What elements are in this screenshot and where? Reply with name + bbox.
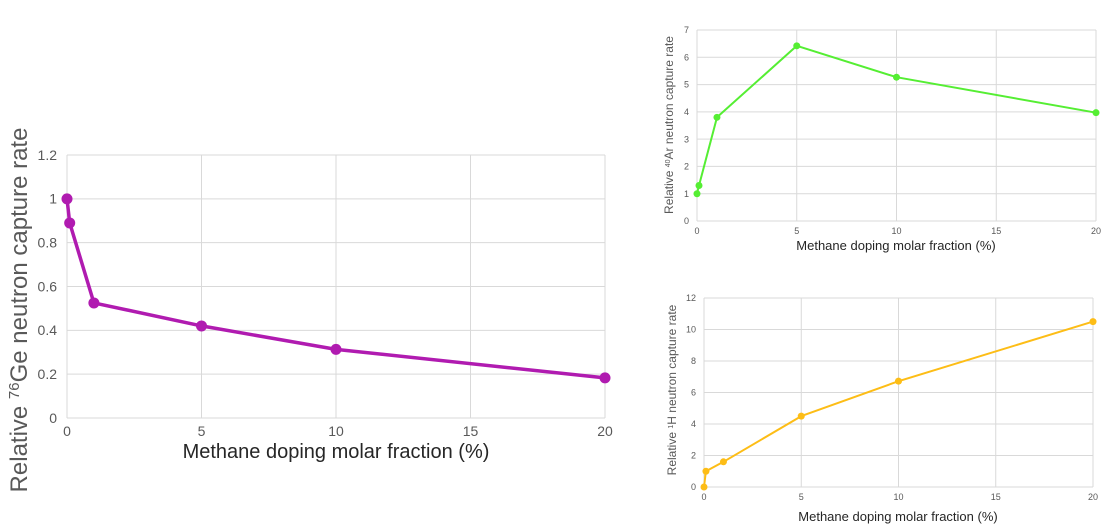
- y-tick-label: 0: [684, 216, 689, 226]
- x-tick-label: 20: [597, 423, 613, 439]
- data-point: [330, 343, 342, 355]
- data-point: [719, 458, 727, 466]
- data-point: [695, 182, 703, 190]
- y-tick-label: 2: [684, 162, 689, 172]
- y-axis-label-superscript: 1: [668, 425, 675, 429]
- x-tick-label: 20: [1091, 226, 1101, 236]
- data-point: [196, 320, 207, 332]
- x-axis-label: Methane doping molar fraction (%): [796, 238, 995, 253]
- x-axis-label: Methane doping molar fraction (%): [183, 441, 490, 463]
- x-axis-label: Methane doping molar fraction (%): [798, 509, 997, 524]
- x-tick-label: 5: [794, 226, 799, 236]
- data-point: [713, 113, 721, 121]
- x-tick-label: 0: [701, 492, 706, 502]
- data-point: [64, 217, 76, 229]
- data-point: [693, 190, 701, 198]
- x-tick-label: 10: [328, 423, 344, 439]
- chart-ar: 0 1 2 3 4 5 6 7 0 5 10 15 20 Methane doping molar fra…: [662, 25, 1101, 253]
- data-point: [895, 377, 902, 385]
- y-axis-label-superscript: 40: [665, 159, 672, 167]
- y-axis-label-suffix: Ar neutron capture rate: [662, 36, 676, 160]
- x-tick-label: 10: [891, 226, 901, 236]
- y-tick-label: 0.4: [38, 322, 58, 338]
- data-point: [793, 42, 801, 50]
- y-axis-label: Relative 76Ge neutron capture rate: [6, 128, 34, 493]
- data-point: [599, 372, 611, 384]
- y-axis-label-suffix: Ge neutron capture rate: [6, 128, 33, 383]
- x-tick-label: 15: [463, 423, 479, 439]
- chart-h: 0 2 4 6 8 10 12 0 5 10 15 20 Methane doping molar fr…: [665, 293, 1098, 524]
- x-tick-label: 5: [198, 423, 206, 439]
- y-tick-label: 2: [691, 451, 696, 461]
- y-tick-label: 10: [686, 325, 696, 335]
- x-tick-label: 5: [799, 492, 804, 502]
- y-tick-label: 0: [691, 482, 696, 492]
- data-point: [797, 412, 805, 420]
- x-tick-label: 15: [991, 226, 1001, 236]
- y-tick-label: 1: [684, 189, 689, 199]
- y-tick-label: 12: [686, 293, 696, 303]
- y-axis-label-suffix: H neutron capture rate: [665, 304, 679, 424]
- data-point: [61, 193, 73, 205]
- data-point: [893, 73, 900, 81]
- y-tick-label: 0.8: [38, 235, 58, 251]
- y-tick-label: 4: [691, 419, 696, 429]
- y-tick-label: 7: [684, 25, 689, 35]
- y-tick-label: 0.6: [38, 278, 58, 294]
- x-tick-label: 0: [63, 423, 71, 439]
- data-point: [700, 483, 708, 491]
- y-tick-label: 6: [684, 52, 689, 62]
- x-tick-label: 0: [694, 226, 699, 236]
- data-point: [1092, 109, 1100, 117]
- y-axis-label-prefix: Relative: [662, 167, 676, 214]
- y-tick-label: 1: [49, 191, 57, 207]
- y-axis-label: Relative 1H neutron capture rate: [665, 304, 679, 475]
- y-tick-label: 4: [684, 107, 689, 117]
- y-axis-label-prefix: Relative: [665, 429, 679, 476]
- y-tick-label: 1.2: [38, 147, 58, 163]
- y-tick-label: 0.2: [38, 366, 58, 382]
- y-axis-label-prefix: Relative: [6, 399, 33, 492]
- y-tick-label: 8: [691, 356, 696, 366]
- y-axis-label: Relative 40Ar neutron capture rate: [662, 36, 676, 214]
- x-tick-label: 10: [893, 492, 903, 502]
- x-tick-label: 15: [991, 492, 1001, 502]
- y-tick-label: 6: [691, 388, 696, 398]
- y-tick-label: 5: [684, 80, 689, 90]
- y-tick-label: 0: [49, 410, 57, 426]
- x-tick-label: 20: [1088, 492, 1098, 502]
- data-point: [88, 297, 100, 309]
- data-point: [1089, 318, 1097, 326]
- y-tick-label: 3: [684, 134, 689, 144]
- y-axis-label-superscript: 76: [6, 382, 23, 399]
- data-point: [702, 467, 710, 475]
- chart-ge: 0 0.2 0.4 0.6 0.8 1 1.2 0 5 10 15 20 Methane doping …: [6, 128, 613, 493]
